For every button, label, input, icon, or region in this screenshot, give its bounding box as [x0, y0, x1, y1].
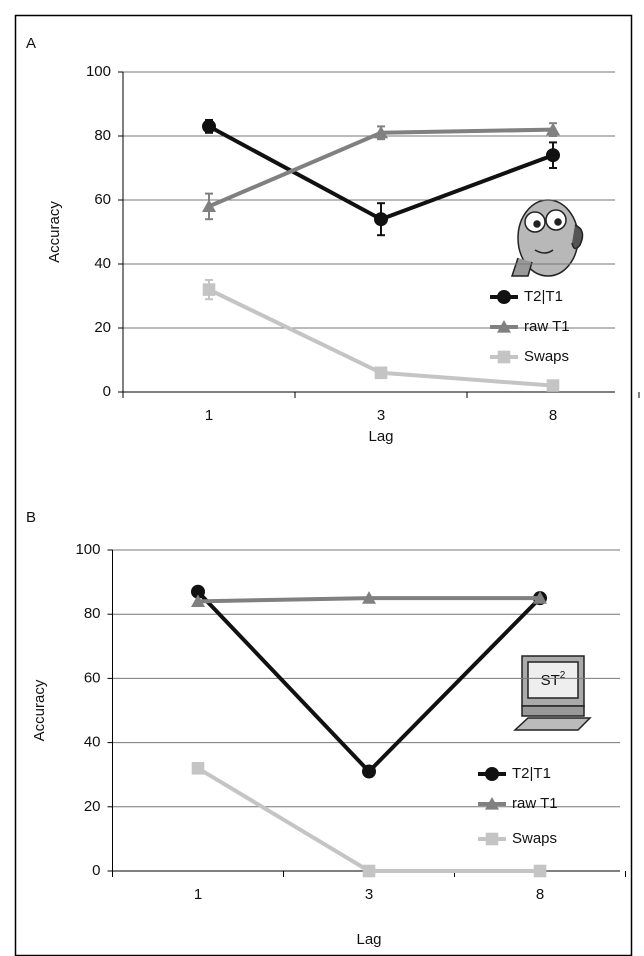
marker [202, 119, 216, 134]
marker [202, 199, 216, 212]
marker [374, 125, 388, 139]
marker [191, 584, 205, 599]
marker [533, 864, 547, 878]
marker [546, 122, 560, 136]
marker [191, 761, 205, 775]
series-line [208, 127, 554, 209]
marker [546, 379, 560, 392]
legend-marker [497, 320, 511, 333]
y-axis-label: Accuracy [46, 201, 63, 263]
legend-label: raw T1 [512, 795, 558, 812]
series-line [196, 766, 540, 873]
panel-label: B [26, 509, 36, 526]
legend-label: Swaps [524, 348, 569, 365]
y-axis-label: Accuracy [31, 679, 48, 741]
marker [202, 283, 216, 296]
x-tick-label: 8 [549, 407, 557, 424]
legend-label: T2|T1 [524, 288, 563, 305]
marker [533, 591, 547, 604]
y-tick-label: 80 [84, 605, 101, 622]
series-line [196, 590, 542, 775]
marker [546, 148, 560, 163]
marker [362, 591, 376, 604]
y-tick-label: 100 [75, 541, 100, 558]
legend-marker [485, 832, 499, 846]
y-tick-label: 60 [84, 669, 101, 686]
x-tick-label: 1 [205, 407, 213, 424]
icon-superscript: 2 [560, 670, 566, 681]
icon-label: ST2 [541, 670, 566, 689]
y-tick-label: 40 [84, 734, 101, 751]
x-tick-label: 1 [194, 886, 202, 903]
legend-label: Swaps [512, 830, 557, 847]
panel-label: A [26, 35, 36, 52]
legend-label: raw T1 [524, 318, 570, 335]
legend-marker [497, 350, 511, 364]
y-tick-label: 20 [84, 798, 101, 815]
x-axis-label: Lag [368, 428, 393, 445]
y-tick-label: 60 [94, 191, 111, 208]
icon-text: ST [541, 672, 560, 689]
marker [362, 864, 376, 878]
marker [374, 212, 388, 227]
x-tick-label: 8 [536, 886, 544, 903]
marker [362, 764, 376, 779]
y-tick-label: 20 [94, 319, 111, 336]
y-tick-label: 40 [94, 255, 111, 272]
marker [374, 366, 388, 380]
x-axis-label: Lag [356, 931, 381, 948]
y-tick-label: 0 [92, 862, 100, 879]
head-icon [510, 199, 584, 277]
x-tick-label: 3 [365, 886, 373, 903]
y-tick-label: 0 [103, 383, 111, 400]
legend-marker [485, 797, 499, 810]
marker [191, 594, 205, 607]
legend-label: T2|T1 [512, 765, 551, 782]
legend-marker [485, 767, 499, 781]
y-tick-label: 100 [86, 63, 111, 80]
x-tick-label: 3 [377, 407, 385, 424]
computer-icon [513, 655, 592, 731]
y-tick-label: 80 [94, 127, 111, 144]
legend-marker [497, 290, 511, 304]
